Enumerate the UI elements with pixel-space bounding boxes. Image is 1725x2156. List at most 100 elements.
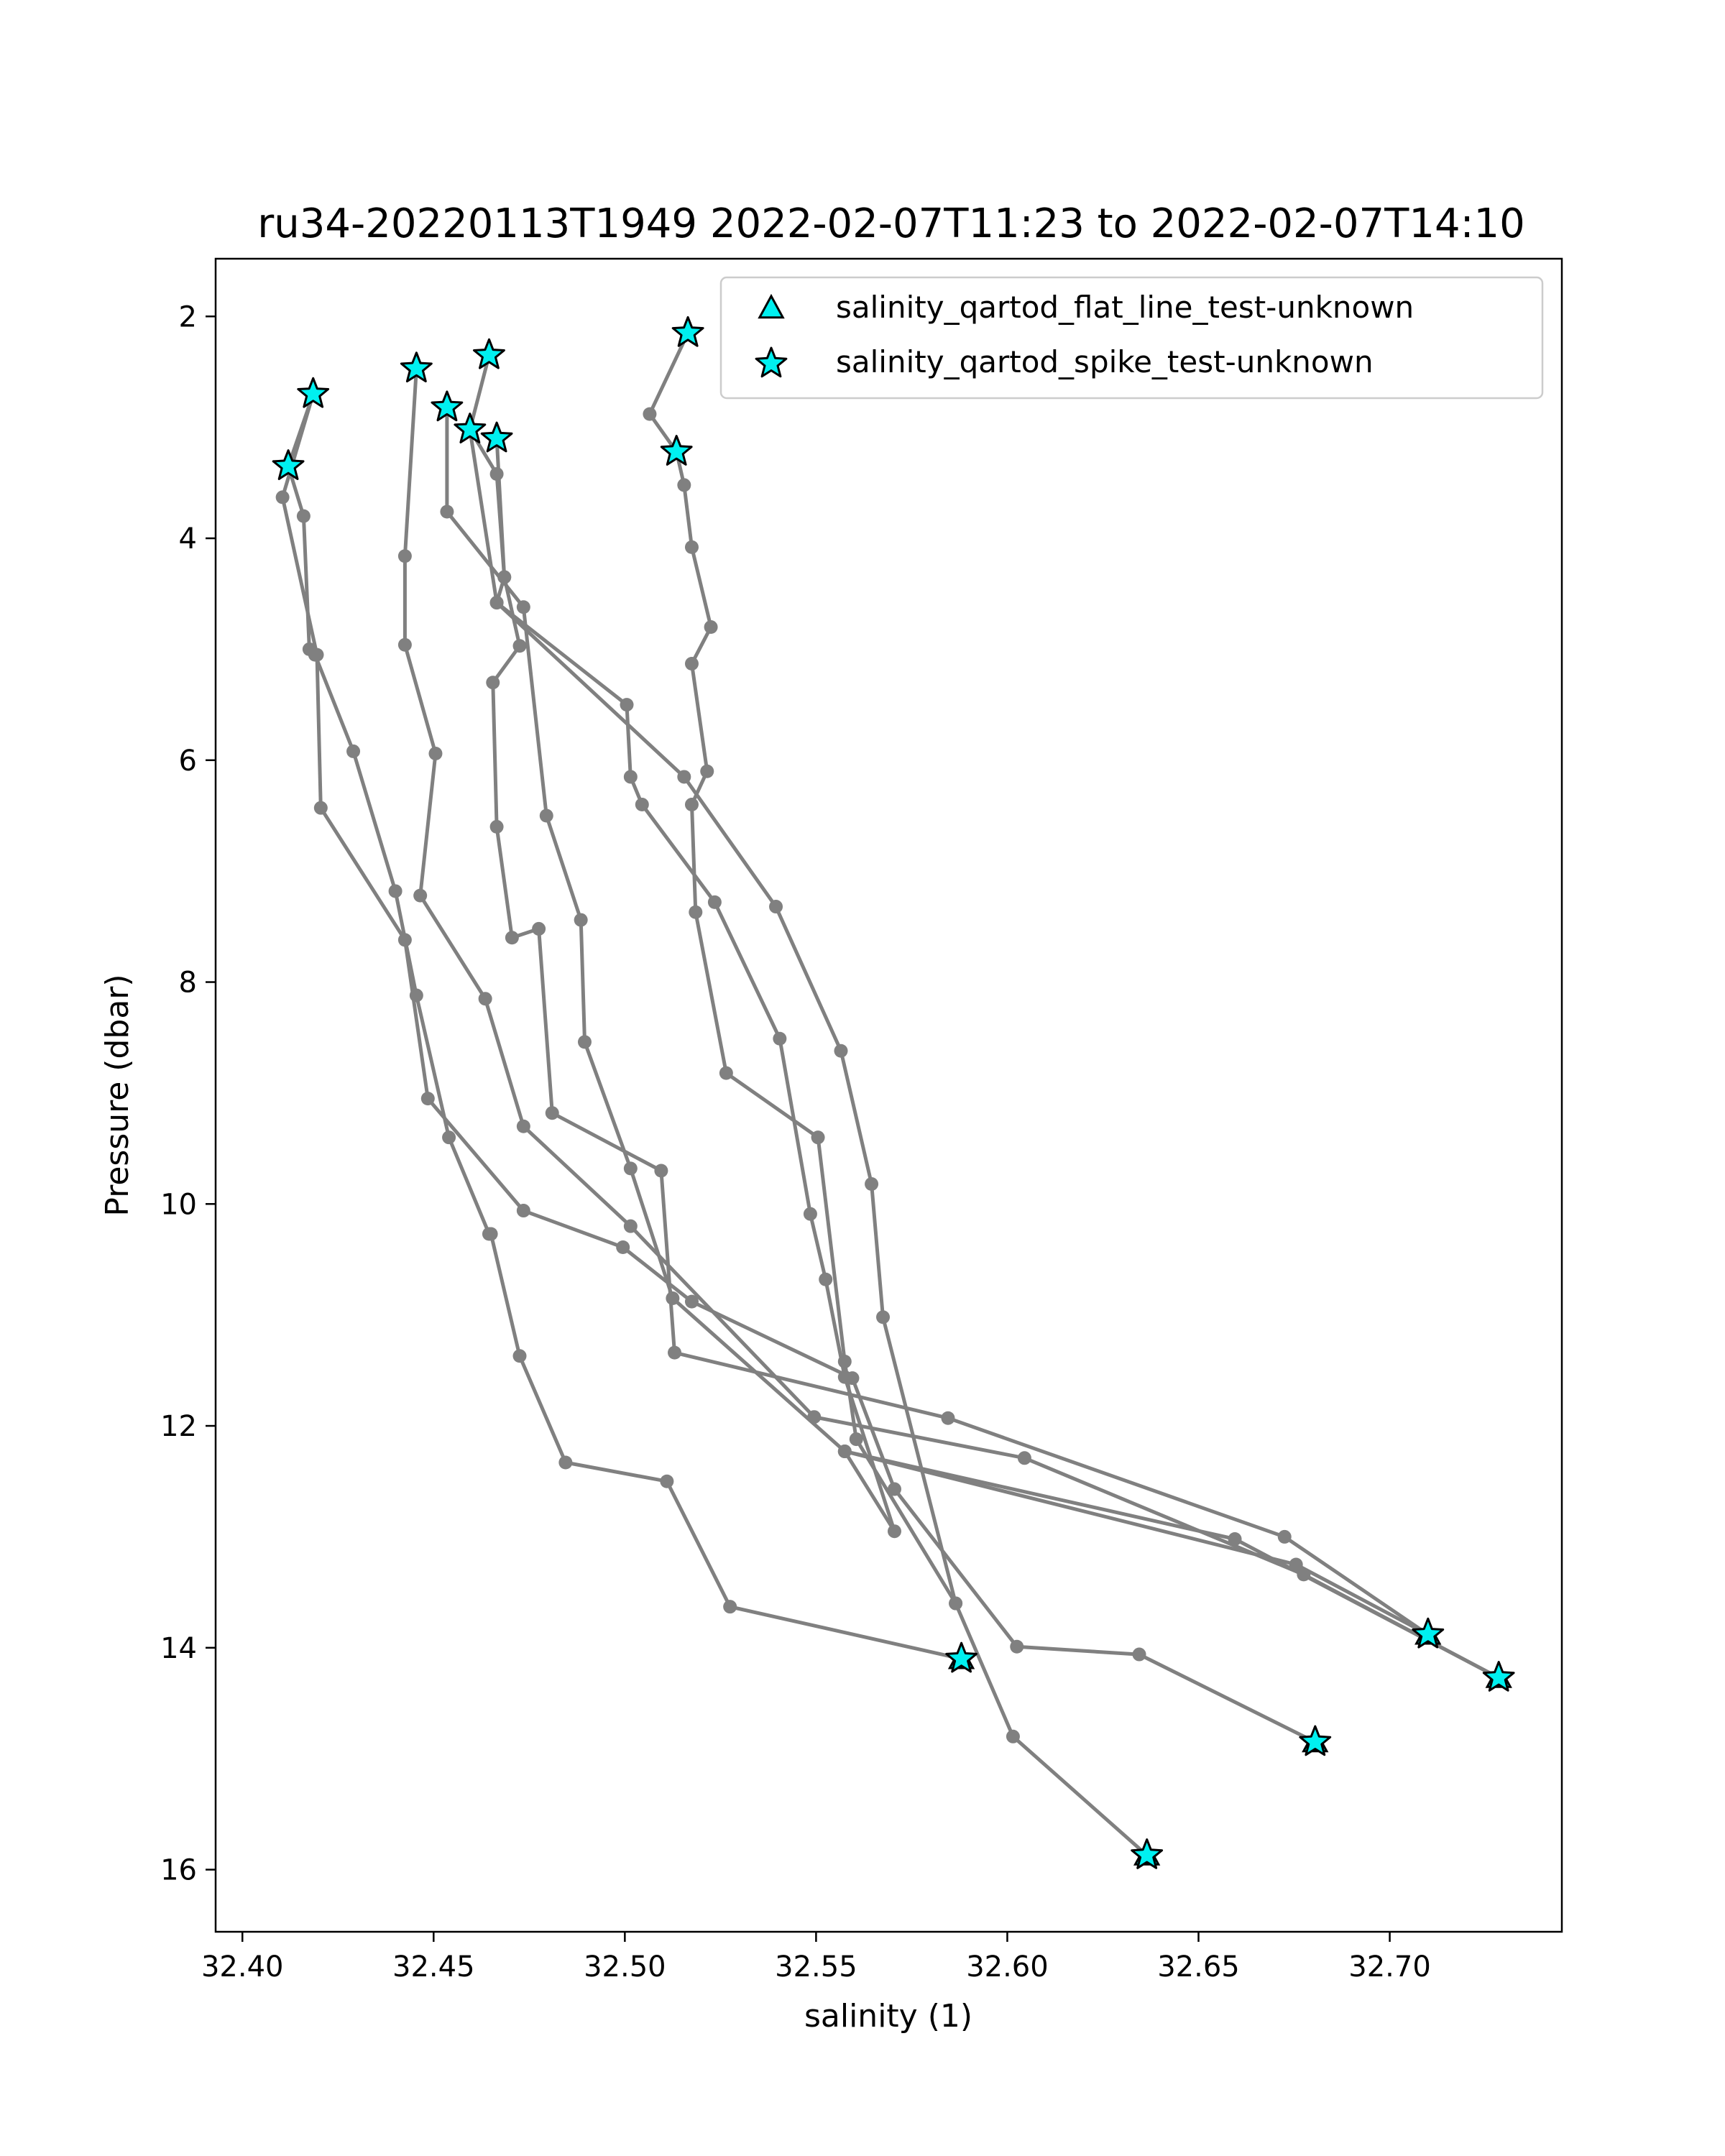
x-tick-label: 32.40 [201,1950,284,1984]
profile-lines [275,326,1506,1862]
profile-8-point [773,1031,787,1046]
x-tick-label: 32.50 [584,1950,666,1984]
profile-2-point [545,1106,559,1120]
spike-test-marker [272,449,305,480]
profile-line-6 [445,407,1500,1680]
profile-1-point [558,1455,573,1470]
chart-title: ru34-20220113T1949 2022-02-07T11:23 to 2… [257,201,1524,247]
spike-test-marker [1412,1617,1445,1649]
profile-4-point [1010,1639,1024,1654]
profile-line-8 [468,429,1429,1636]
profile-2-point [489,819,504,834]
y-tick-label: 10 [160,1188,197,1221]
y-tick-label: 16 [160,1854,197,1887]
profile-2-point [532,921,546,936]
legend-label-spike-test: salinity_qartod_spike_test-unknown [836,344,1374,379]
profile-6-point [623,1161,638,1176]
y-tick-label: 12 [160,1410,197,1443]
profile-1-point [723,1600,737,1614]
profile-3-point [700,764,714,778]
qc-markers [272,315,1515,1869]
profile-5-point [397,549,412,563]
profile-8-point [837,1445,852,1459]
profile-7-point [876,1310,891,1325]
spike-test-marker [660,435,693,466]
profile-8-point [620,698,634,712]
legend-box [719,276,1544,400]
y-axis-ticks: 2 4 6 8 10 12 14 16 [160,300,216,1887]
profile-1-point [512,1349,527,1363]
profile-8-point [803,1207,817,1221]
profile-2-point [1277,1529,1292,1544]
profile-3-point [684,798,699,812]
profile-4-point [1132,1647,1146,1662]
spike-test-marker [1482,1661,1515,1692]
profile-line-5 [402,368,1500,1680]
profile-7-point [949,1596,963,1611]
x-tick-label: 32.70 [1348,1950,1431,1984]
profile-3-point [1006,1729,1020,1743]
profile-4-point [887,1482,901,1496]
profile-6-point [516,600,530,614]
legend-triangle-marker [758,293,785,319]
x-tick-label: 32.55 [775,1950,857,1984]
profile-4-point [420,1092,435,1106]
legend: salinity_qartod_flat_line_test-unknown s… [719,276,1544,400]
profile-6-point [440,505,454,519]
profile-3-point [719,1066,733,1080]
profile-8-point [635,798,649,812]
profile-3-point [849,1432,863,1447]
y-tick-label: 6 [179,745,197,778]
profile-4-point [616,1240,630,1254]
profile-5-point [478,992,492,1006]
profile-5-point [428,747,443,761]
profile-7-point [497,570,512,584]
profile-2-point [512,639,527,653]
profile-8-point [819,1272,833,1286]
profile-3-point [684,540,699,554]
spike-test-marker [945,1641,978,1673]
profile-4-point [310,648,324,662]
spike-test-marker [1131,1838,1164,1869]
profile-2-point [654,1164,668,1178]
profile-line-4 [280,393,1316,1744]
profile-1-point [660,1474,674,1488]
profile-1-point [484,1227,498,1241]
profile-7-point [865,1177,879,1192]
profile-2-point [941,1411,955,1425]
profile-2-point [486,676,500,690]
profile-8-point [707,895,722,909]
profile-8-point [887,1524,901,1539]
profile-8-point [837,1370,852,1384]
profile-3-point [811,1130,825,1145]
profile-5-point [1017,1451,1031,1465]
profile-4-point [313,801,328,815]
profile-7-point [769,900,783,914]
profile-6-point [574,913,588,927]
profile-8-point [489,596,504,610]
profile-3-point [704,620,718,635]
spike-test-marker [431,390,464,422]
profile-7-point [834,1044,848,1058]
profile-6-point [577,1035,592,1049]
profile-5-point [397,637,412,652]
profile-line-7 [494,438,958,1604]
profile-5-point [623,1219,638,1233]
legend-marker-flat-line-test-triangle [758,293,785,319]
profile-3-point [684,656,699,671]
spike-test-marker [473,338,505,369]
x-axis-ticks: 32.40 32.45 32.50 32.55 32.60 32.65 32.70 [201,1932,1431,1984]
profile-6-point [1228,1532,1242,1547]
profile-3-point [689,905,703,919]
profile-1-point [442,1130,456,1145]
profile-1-point [388,884,402,898]
spike-test-marker [297,377,330,408]
profile-5-point [413,888,428,903]
y-tick-label: 4 [179,522,197,556]
x-axis-label: salinity (1) [804,1998,972,2035]
legend-star-marker [755,346,788,378]
profile-6-point [666,1291,680,1306]
spike-test-marker [400,351,433,383]
profile-8-point [1289,1557,1303,1572]
